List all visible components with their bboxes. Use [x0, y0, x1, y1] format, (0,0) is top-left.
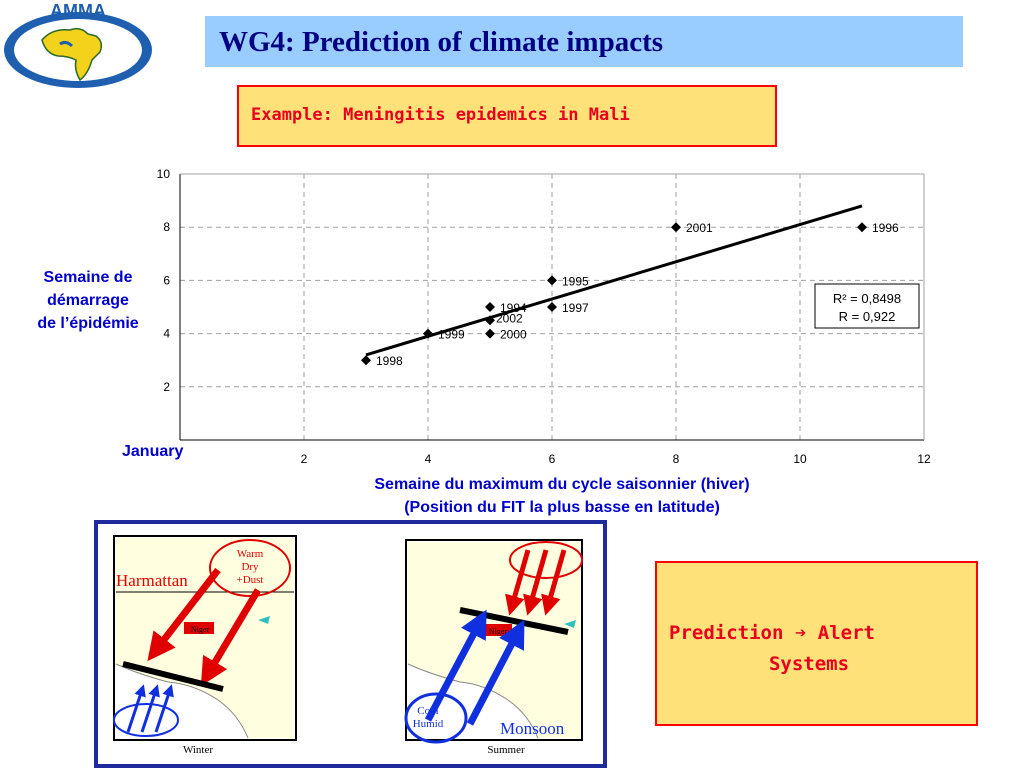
x-tick-label: 6 — [549, 452, 556, 466]
logo-text: AMMA — [50, 1, 106, 21]
winter-bubble-line: Warm — [237, 548, 264, 560]
page-title: WG4: Prediction of climate impacts — [219, 26, 664, 58]
x-axis-label-line: (Position du FIT la plus basse en latitu… — [404, 499, 720, 516]
data-point — [671, 222, 681, 233]
data-point — [485, 302, 495, 312]
title-bar: WG4: Prediction of climate impacts — [205, 16, 963, 67]
winter-marker-icon — [258, 616, 270, 624]
x-tick-label: 12 — [917, 452, 931, 466]
summer-coast — [407, 663, 539, 739]
winter-map: Niger Harmattan Warm Dry +Dust Winter — [113, 535, 297, 756]
prediction-box: Prediction ➔ Alert Systems — [655, 561, 978, 726]
systems-label: Systems — [768, 653, 850, 675]
winter-season-label: Harmattan — [116, 571, 188, 590]
y-tick-label: 10 — [157, 167, 171, 181]
winter-blue-arrow — [154, 684, 174, 733]
season-maps: Niger Harmattan Warm Dry +Dust Winter — [113, 535, 583, 756]
y-axis-label-line: démarrage — [47, 292, 129, 309]
regression-line — [365, 204, 863, 357]
winter-place-label: Niger — [191, 625, 210, 634]
example-box: Example: Meningitis epidemics in Mali — [237, 85, 777, 147]
x-tick-label: 2 — [301, 452, 308, 466]
data-point-label: 1994 — [500, 301, 527, 315]
january-label: January — [122, 443, 184, 460]
summer-season-label: Monsoon — [500, 719, 565, 738]
summer-land — [408, 542, 580, 738]
winter-blue-arrow — [126, 684, 146, 733]
y-axis-label: Semaine de démarrage de l’épidémie — [8, 266, 168, 335]
y-axis-label-line: de l’épidémie — [37, 315, 139, 332]
y-tick-label: 4 — [163, 327, 170, 341]
winter-caption: Winter — [183, 744, 213, 756]
y-tick-label: 6 — [163, 273, 170, 287]
summer-red-arrow — [505, 549, 531, 616]
chart-axes — [179, 173, 925, 441]
prediction-text: Prediction ➔ Alert Systems — [669, 618, 899, 680]
r-label: R = 0,922 — [839, 309, 896, 324]
y-tick-label: 8 — [163, 220, 170, 234]
data-point — [547, 302, 557, 312]
summer-red-ellipse — [509, 541, 583, 579]
winter-coast — [115, 663, 249, 739]
data-point-label: 1995 — [562, 274, 589, 288]
data-point — [361, 355, 371, 366]
data-point-label: 1996 — [872, 221, 899, 235]
data-point-label: 2002 — [496, 311, 523, 325]
swirl-icon — [59, 40, 74, 48]
y-axis-label-line: Semaine de — [43, 269, 133, 286]
data-point — [547, 275, 557, 286]
summer-bubble-line: Cool — [417, 705, 438, 717]
x-tick-label: 8 — [673, 452, 680, 466]
summer-map: Niger Cool Humid Monsoon Summer — [404, 539, 583, 756]
data-point-label: 2001 — [686, 221, 713, 235]
winter-blue-arrow — [140, 684, 160, 733]
x-tick-label: 10 — [793, 452, 807, 466]
winter-bubble-line: +Dust — [237, 574, 264, 586]
amma-logo: AMMA — [4, 1, 152, 88]
summer-caption: Summer — [487, 744, 525, 756]
example-label: Example: Meningitis epidemics in Mali — [251, 105, 630, 125]
winter-red-arrow — [200, 588, 262, 687]
y-tick-label: 2 — [163, 380, 170, 394]
regression-box: R² = 0,8498 R = 0,922 — [814, 283, 920, 329]
chart-ticks: 2 4 6 8 10 12 2 4 6 8 10 — [157, 167, 931, 466]
summer-place-label: Niger — [489, 627, 508, 636]
r-squared-label: R² = 0,8498 — [833, 291, 901, 306]
summer-bubble-line: Humid — [413, 718, 444, 730]
data-point-label: 1998 — [376, 354, 403, 368]
summer-bubble — [404, 692, 468, 744]
winter-niger-patch — [184, 622, 214, 634]
x-axis-label-line: Semaine du maximum du cycle saisonnier (… — [374, 476, 750, 493]
summer-marker-icon — [564, 620, 576, 628]
season-maps-panel: Niger Harmattan Warm Dry +Dust Winter — [94, 520, 607, 768]
x-tick-label: 4 — [425, 452, 432, 466]
data-point — [485, 328, 495, 339]
winter-land — [116, 538, 294, 738]
data-point-label: 1999 — [438, 328, 465, 342]
summer-blue-arrow — [424, 609, 487, 722]
prediction-label: Prediction — [669, 622, 784, 644]
winter-bubble-line: Dry — [241, 561, 259, 573]
winter-blue-ellipse — [113, 703, 179, 737]
trendline — [365, 204, 863, 357]
winter-itcz-line — [122, 661, 224, 692]
data-point-label: 2000 — [500, 328, 527, 342]
arrow-right-icon: ➔ — [794, 622, 807, 644]
winter-bubble — [209, 539, 291, 597]
data-point — [423, 328, 433, 339]
regression-box-frame — [814, 283, 920, 329]
x-axis-label: Semaine du maximum du cycle saisonnier (… — [300, 473, 824, 519]
data-point-label: 1997 — [562, 301, 589, 315]
data-point — [485, 315, 495, 326]
alert-label: Alert — [817, 622, 875, 644]
winter-red-arrow — [147, 567, 221, 662]
africa-icon — [41, 27, 103, 82]
data-point — [857, 222, 867, 233]
summer-blue-arrow — [466, 619, 525, 726]
